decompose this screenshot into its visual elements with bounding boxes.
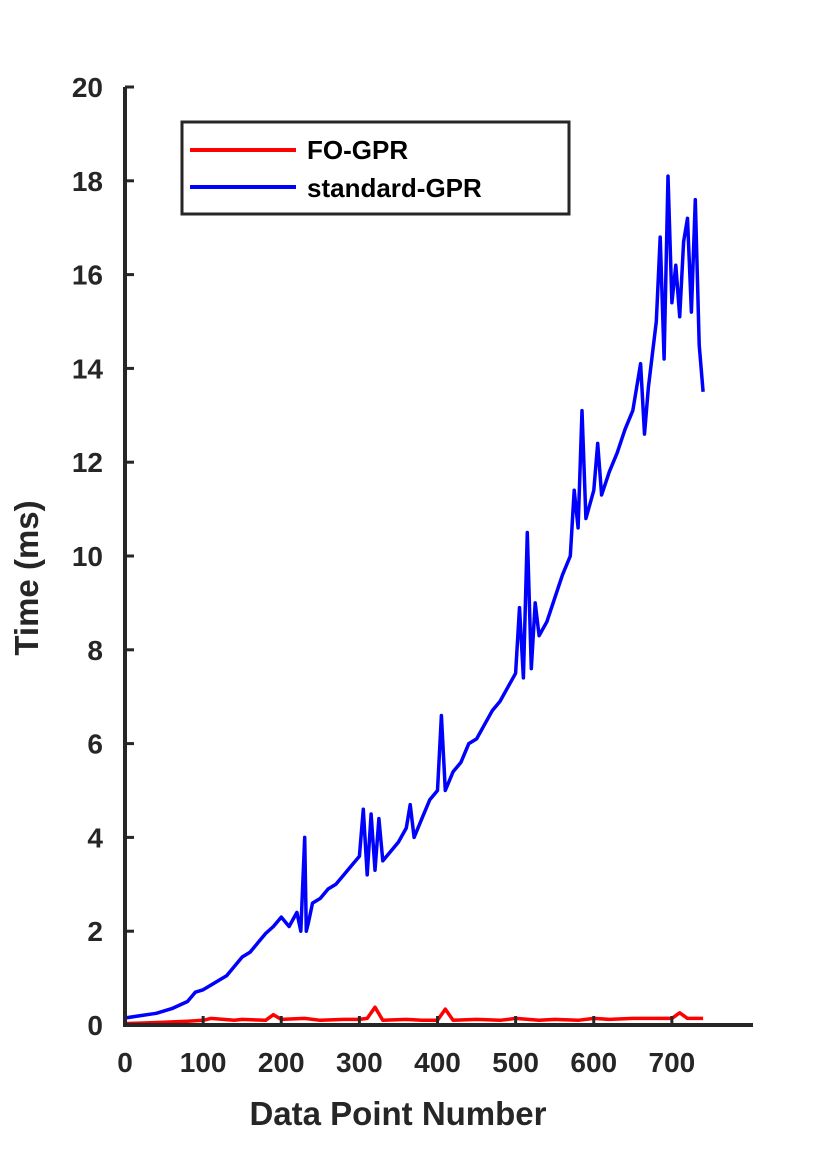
legend-box bbox=[180, 120, 571, 216]
y-axis-title: Time (ms) bbox=[8, 500, 45, 655]
series-line-fo-gpr bbox=[124, 1005, 704, 1026]
x-tick-label: 0 bbox=[117, 1047, 133, 1078]
x-axis-title: Data Point Number bbox=[249, 1095, 546, 1132]
series-line-standard-gpr bbox=[124, 174, 705, 1020]
x-tick-label: 500 bbox=[492, 1047, 539, 1078]
x-tick-label: 200 bbox=[258, 1047, 305, 1078]
legend-label-fo-gpr: FO-GPR bbox=[307, 135, 408, 165]
legend-label-standard-gpr: standard-GPR bbox=[307, 173, 482, 203]
x-tick-label: 400 bbox=[414, 1047, 461, 1078]
y-tick-label: 6 bbox=[87, 729, 103, 760]
y-tick-label: 4 bbox=[87, 822, 103, 853]
x-tick-label: 600 bbox=[570, 1047, 617, 1078]
y-tick-label: 10 bbox=[72, 541, 103, 572]
legend: FO-GPR standard-GPR bbox=[180, 120, 571, 216]
y-tick-label: 14 bbox=[72, 353, 104, 384]
y-tick-label: 2 bbox=[87, 916, 103, 947]
y-tick-label: 16 bbox=[72, 260, 103, 291]
plot-area bbox=[124, 174, 705, 1026]
x-tick-label: 100 bbox=[180, 1047, 227, 1078]
y-tick-label: 12 bbox=[72, 447, 103, 478]
y-tick-label: 8 bbox=[87, 635, 103, 666]
y-tick-label: 20 bbox=[72, 72, 103, 103]
x-tick-label: 700 bbox=[649, 1047, 696, 1078]
axes bbox=[123, 85, 753, 1027]
y-tick-label: 0 bbox=[87, 1010, 103, 1041]
x-tick-label: 300 bbox=[336, 1047, 383, 1078]
y-tick-label: 18 bbox=[72, 166, 103, 197]
